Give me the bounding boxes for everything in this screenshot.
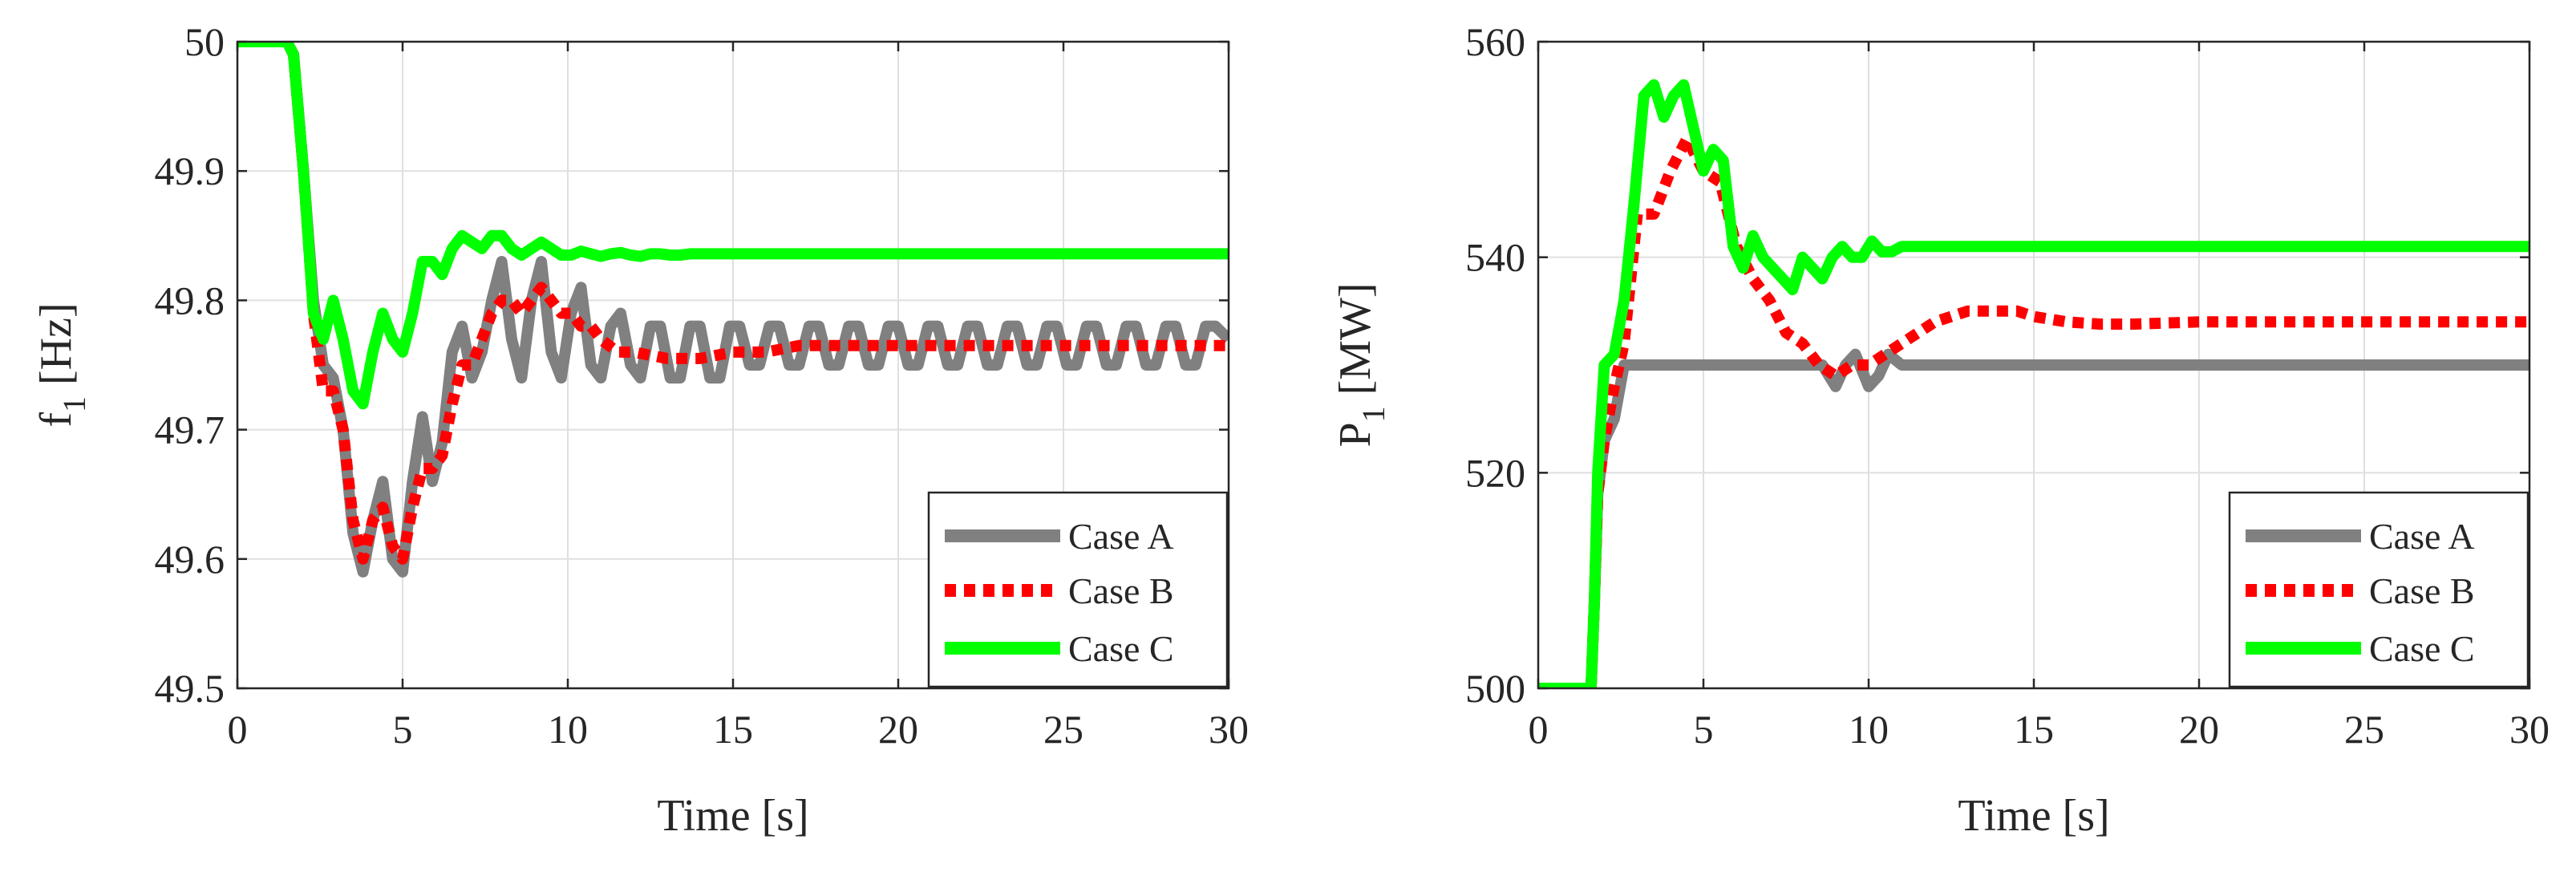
legend-label-case-a: Case A <box>2369 516 2475 557</box>
y-axis-label-subscript: 1 <box>1355 406 1391 422</box>
series-line-case-b <box>237 42 1229 565</box>
y-axis-label: f1 [Hz] <box>31 302 92 427</box>
y-tick-label: 49.5 <box>155 666 225 711</box>
x-tick-labels: 0 5 10 15 20 25 30 <box>1529 707 2550 752</box>
legend: Case A Case B Case C <box>2228 491 2529 688</box>
power-chart: 0 5 10 15 20 25 30 500 520 540 560 Time [s] P1 [M… <box>1331 19 2550 841</box>
legend-label-case-a: Case A <box>1068 516 1174 557</box>
x-tick-marks <box>1537 42 2531 688</box>
x-tick-label: 15 <box>2014 707 2054 752</box>
y-tick-labels: 49.5 49.6 49.7 49.8 49.9 50 <box>155 19 225 711</box>
x-tick-label: 15 <box>713 707 753 752</box>
series-line-case-c <box>237 42 1229 410</box>
legend-label-case-c: Case C <box>2369 628 2475 669</box>
x-axis-label: Time [s] <box>657 791 808 841</box>
x-tick-label: 5 <box>393 707 413 752</box>
legend-label-case-b: Case B <box>2369 570 2475 611</box>
x-tick-label: 25 <box>2344 707 2384 752</box>
frequency-chart: 0 5 10 15 20 25 30 49.5 49.6 49.7 49.8 49.9 50 Time… <box>31 19 1249 841</box>
x-tick-label: 30 <box>2509 707 2550 752</box>
y-tick-label: 49.7 <box>155 408 225 452</box>
x-tick-label: 10 <box>548 707 588 752</box>
x-tick-label: 5 <box>1694 707 1714 752</box>
x-tick-label: 0 <box>1529 707 1549 752</box>
y-tick-label: 49.6 <box>155 537 225 582</box>
x-tick-label: 20 <box>878 707 918 752</box>
y-tick-label: 520 <box>1465 450 1525 495</box>
y-tick-label: 540 <box>1465 235 1525 280</box>
y-axis-label-unit: [MW] <box>1331 282 1380 406</box>
series-line-case-c <box>1538 79 2529 688</box>
series-line-case-a <box>237 42 1229 578</box>
y-tick-marks <box>237 40 1229 690</box>
y-axis-label-subscript: 1 <box>56 396 92 412</box>
y-tick-marks <box>1538 40 2529 690</box>
series-group <box>237 42 1229 578</box>
x-tick-labels: 0 5 10 15 20 25 30 <box>228 707 1250 752</box>
x-tick-label: 10 <box>1849 707 1889 752</box>
series-line-case-b <box>1538 132 2529 688</box>
x-tick-label: 20 <box>2179 707 2219 752</box>
x-axis-label: Time [s] <box>1958 791 2109 841</box>
y-tick-labels: 500 520 540 560 <box>1465 19 1525 711</box>
y-axis-label: P1 [MW] <box>1331 282 1391 447</box>
y-axis-label-var: P <box>1331 422 1380 447</box>
series-group <box>1538 79 2529 688</box>
x-tick-label: 25 <box>1043 707 1083 752</box>
y-axis-label-unit: [Hz] <box>31 302 81 396</box>
legend: Case A Case B Case C <box>927 491 1229 688</box>
legend-label-case-b: Case B <box>1068 570 1174 611</box>
y-tick-label: 560 <box>1465 19 1525 64</box>
y-tick-label: 50 <box>184 19 225 64</box>
y-axis-label-var: f <box>31 412 81 428</box>
y-tick-label: 500 <box>1465 666 1525 711</box>
x-tick-label: 0 <box>228 707 248 752</box>
x-tick-label: 30 <box>1209 707 1249 752</box>
y-tick-label: 49.8 <box>155 278 225 322</box>
y-tick-label: 49.9 <box>155 148 225 193</box>
legend-label-case-c: Case C <box>1068 628 1174 669</box>
